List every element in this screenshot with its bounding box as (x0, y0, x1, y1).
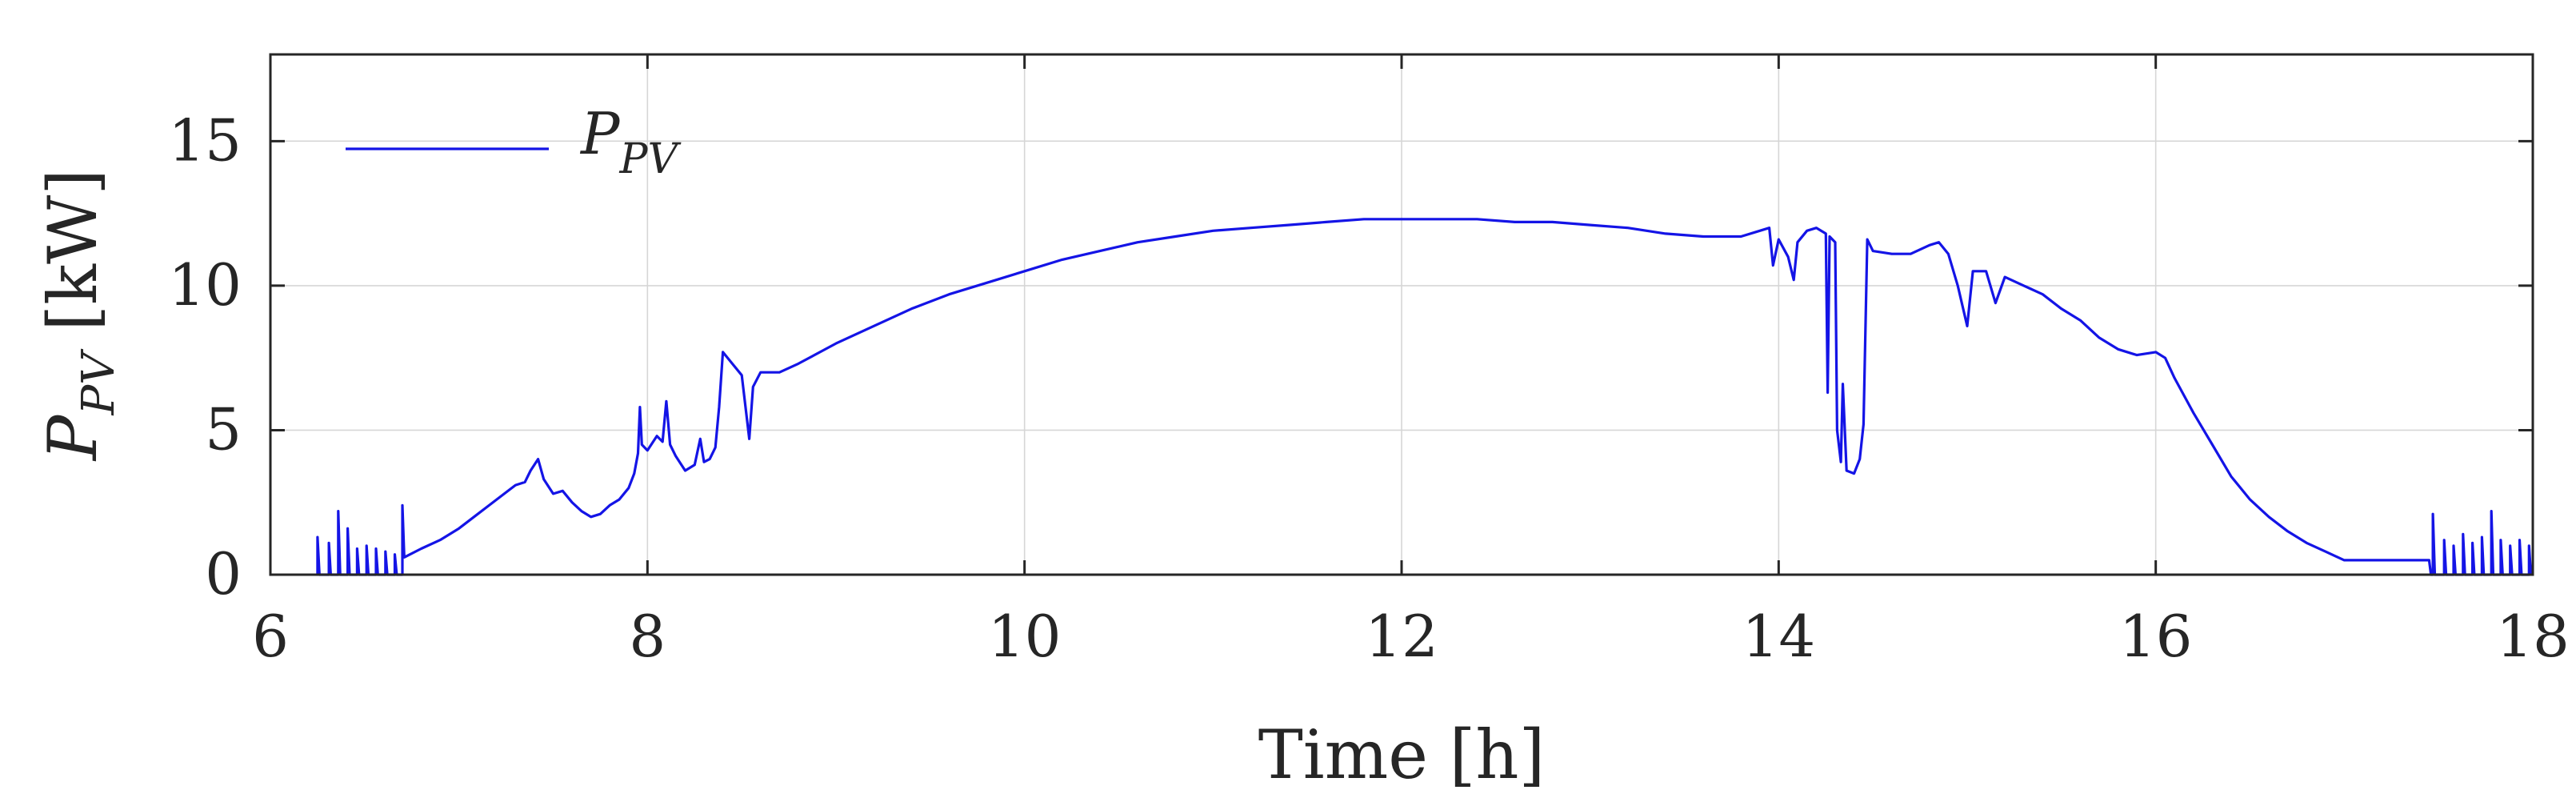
y-tick-label: 15 (168, 106, 242, 174)
grid-lines (270, 54, 2533, 575)
legend-label: PPV (579, 100, 681, 183)
series-line-ppv (316, 218, 2533, 576)
x-tick-label: 6 (252, 603, 289, 670)
tick-marks (269, 54, 2534, 576)
x-tick-label: 14 (1742, 603, 1816, 670)
x-tick-labels: 6 8 10 12 14 16 18 (252, 603, 2570, 670)
y-tick-label: 10 (168, 251, 242, 319)
legend: PPV (346, 100, 681, 183)
y-axis-label: PPV [kW] (34, 169, 125, 462)
y-tick-labels: 0 5 10 15 (168, 106, 242, 608)
y-axis-label-unit: [kW] (34, 169, 112, 352)
x-tick-label: 10 (988, 603, 1062, 670)
x-tick-label: 12 (1365, 603, 1438, 670)
legend-label-sub: PV (618, 135, 681, 183)
x-axis-label: Time [h] (1258, 716, 1546, 794)
y-tick-label: 5 (205, 395, 242, 463)
legend-label-main: P (579, 100, 621, 167)
series-layer (316, 218, 2533, 576)
y-axis-label-sub: PV (73, 348, 125, 416)
x-tick-label: 16 (2119, 603, 2193, 670)
x-tick-label: 8 (629, 603, 666, 670)
y-tick-label: 0 (205, 540, 242, 608)
y-axis-label-main: P (34, 414, 112, 462)
x-tick-label: 18 (2496, 603, 2570, 670)
